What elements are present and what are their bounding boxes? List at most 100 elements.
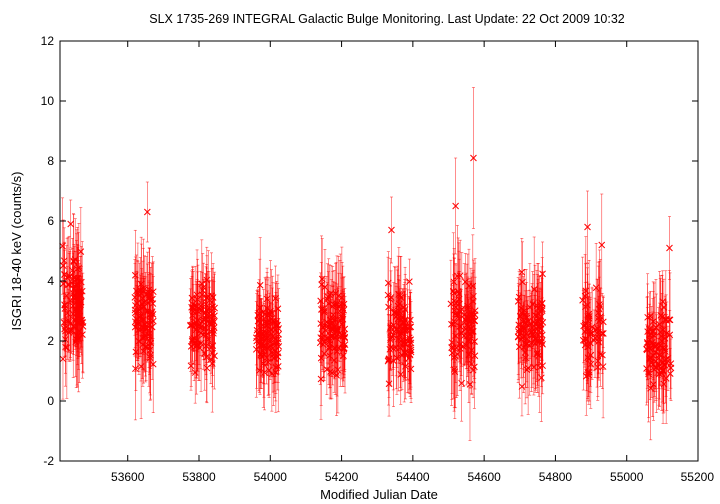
data-points <box>59 87 675 441</box>
x-marker <box>465 282 473 290</box>
data-point <box>585 342 593 402</box>
data-point <box>391 267 399 358</box>
x-marker <box>465 351 473 358</box>
data-point <box>395 279 402 359</box>
data-point <box>518 280 525 345</box>
data-point <box>592 243 600 333</box>
x-marker <box>591 334 599 342</box>
x-marker <box>391 308 399 316</box>
data-point <box>74 244 81 323</box>
data-point <box>317 310 325 406</box>
x-marker <box>67 320 75 327</box>
x-marker <box>582 287 590 295</box>
data-point <box>198 272 206 318</box>
data-point <box>399 311 407 382</box>
data-point <box>269 295 277 378</box>
data-point <box>471 283 478 359</box>
x-marker <box>587 351 595 359</box>
x-marker <box>400 303 408 311</box>
x-marker <box>538 331 546 339</box>
data-point <box>323 344 331 395</box>
x-marker <box>269 332 277 340</box>
data-point <box>528 291 536 371</box>
x-marker <box>332 326 339 333</box>
x-marker <box>78 316 86 324</box>
x-marker <box>462 278 469 286</box>
data-point <box>470 259 477 333</box>
x-marker <box>198 291 206 299</box>
x-marker <box>585 310 593 318</box>
x-marker <box>189 311 196 319</box>
x-marker <box>65 316 72 324</box>
data-point <box>132 254 140 328</box>
x-marker <box>585 368 593 376</box>
x-marker <box>202 315 210 323</box>
data-point <box>139 296 147 343</box>
data-point <box>387 285 394 371</box>
data-point <box>584 345 592 399</box>
data-point <box>535 318 542 366</box>
x-marker <box>519 278 526 286</box>
x-marker <box>321 307 328 315</box>
x-marker <box>193 342 200 350</box>
x-marker <box>538 300 546 307</box>
data-point <box>585 283 593 345</box>
x-marker <box>524 364 532 372</box>
data-point <box>582 336 590 416</box>
x-marker <box>328 369 336 377</box>
data-point <box>191 341 199 404</box>
data-point <box>68 306 76 354</box>
x-marker <box>265 366 273 374</box>
x-marker <box>318 281 325 289</box>
data-point <box>599 295 607 349</box>
data-point <box>452 263 460 351</box>
x-marker <box>335 303 343 311</box>
x-marker <box>194 316 201 324</box>
data-point <box>407 289 415 390</box>
x-marker <box>73 313 80 321</box>
data-point <box>203 333 211 404</box>
x-marker <box>594 357 602 365</box>
x-marker <box>74 280 81 287</box>
data-point <box>581 305 589 373</box>
data-point <box>255 294 263 392</box>
x-marker <box>400 349 408 356</box>
data-point <box>135 287 143 372</box>
data-point <box>597 321 604 387</box>
data-point <box>321 278 328 343</box>
data-point <box>522 269 530 364</box>
x-marker <box>461 316 469 323</box>
x-marker <box>395 315 402 323</box>
data-point <box>406 258 413 305</box>
data-point <box>338 313 346 375</box>
x-marker <box>59 355 67 363</box>
data-point <box>340 333 347 379</box>
x-marker <box>387 324 394 332</box>
x-marker <box>188 294 196 302</box>
x-marker <box>274 321 282 329</box>
x-marker <box>464 302 472 310</box>
data-point <box>207 301 215 348</box>
data-point <box>538 266 546 341</box>
data-point <box>591 297 599 378</box>
x-marker <box>338 340 346 348</box>
x-marker <box>407 336 415 343</box>
x-marker <box>317 354 325 362</box>
data-point <box>385 334 393 383</box>
x-marker <box>397 294 405 301</box>
x-marker <box>597 350 604 358</box>
x-marker <box>132 348 140 356</box>
data-point <box>406 319 413 382</box>
data-point <box>447 259 455 348</box>
x-marker <box>135 326 143 334</box>
x-marker <box>457 323 465 330</box>
x-marker <box>396 300 403 308</box>
data-point <box>73 278 80 356</box>
data-point <box>202 274 210 363</box>
x-marker <box>470 292 477 300</box>
x-marker <box>584 368 592 376</box>
data-point <box>197 294 205 392</box>
x-marker <box>273 337 280 345</box>
x-marker <box>327 320 335 327</box>
data-point <box>326 323 333 389</box>
